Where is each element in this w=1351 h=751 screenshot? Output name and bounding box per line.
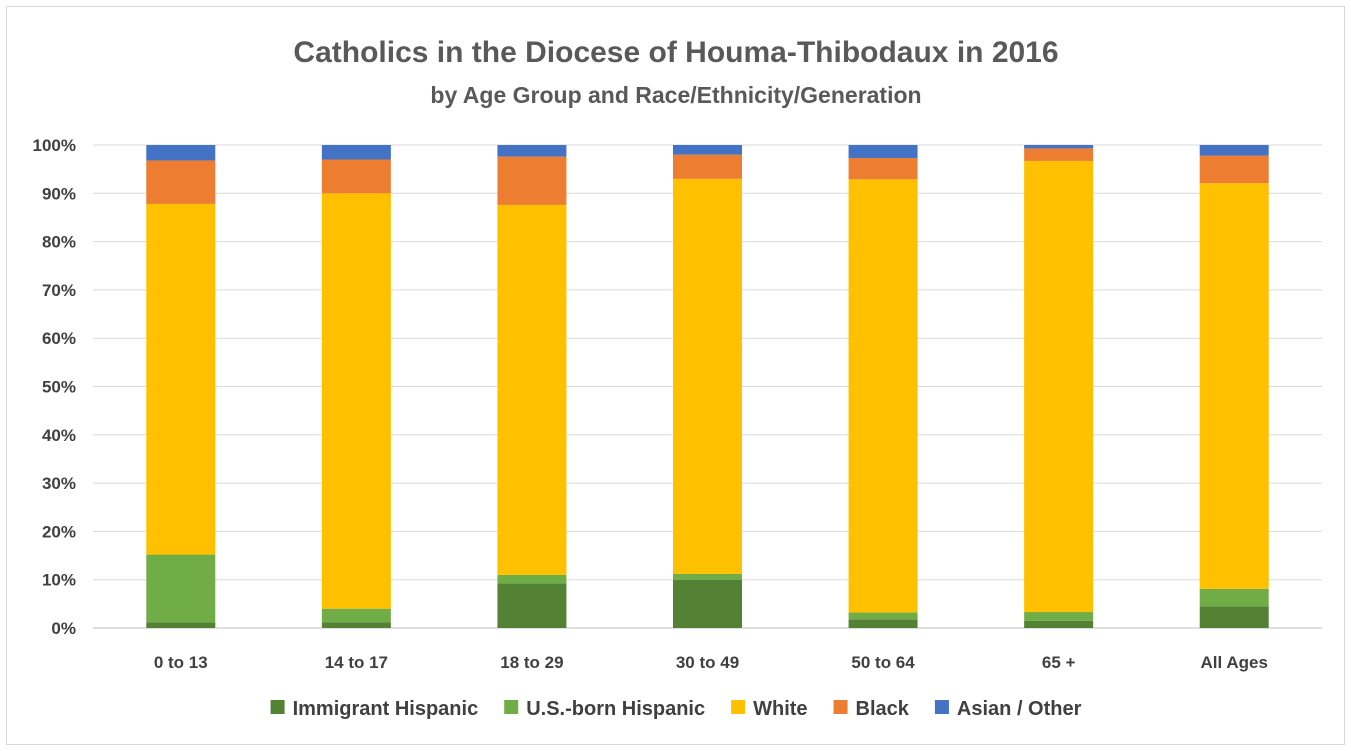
legend: Immigrant Hispanic U.S.-born Hispanic Whit… (270, 698, 1082, 720)
bar-segment (1024, 612, 1094, 621)
bar-segment (497, 156, 567, 205)
x-tick-label: 0 to 13 (154, 653, 208, 672)
bar-segment (1199, 145, 1269, 156)
y-tick-label: 80% (42, 233, 76, 252)
bar-segment (1199, 588, 1269, 607)
x-tick-label: 50 to 64 (851, 653, 915, 672)
y-tick-label: 90% (42, 184, 76, 203)
y-tick-label: 50% (42, 378, 76, 397)
legend-swatch (833, 700, 848, 714)
legend-swatch (270, 700, 285, 714)
bar-segment (146, 160, 216, 204)
legend-item: Asian / Other (934, 698, 1082, 720)
legend-item: Black (833, 698, 910, 720)
legend-item: U.S.-born Hispanic (504, 698, 705, 720)
bar-segment (1199, 183, 1269, 589)
x-tick-label: All Ages (1201, 653, 1268, 672)
x-tick-label: 14 to 17 (325, 653, 388, 672)
bar-segment (673, 178, 742, 574)
x-tick-label: 18 to 29 (500, 653, 563, 672)
bar-segment (673, 579, 742, 628)
legend-label: White (753, 698, 807, 720)
chart-title: Catholics in the Diocese of Houma-Thibod… (293, 36, 1058, 69)
bar-segment (848, 145, 918, 159)
legend-swatch (934, 700, 949, 714)
y-tick-label: 70% (42, 281, 76, 300)
bar-segment (321, 608, 391, 623)
bar-segment (146, 145, 216, 161)
bar-segment (321, 145, 391, 160)
legend-label: Asian / Other (957, 698, 1082, 720)
bar-segment (497, 583, 567, 628)
bar-segment (146, 554, 216, 623)
y-axis-ticks: 0% 10% 20% 30% 40% 50% 60% 70% 80% 90% 100% (33, 136, 76, 638)
bar-segment (673, 573, 742, 580)
bar-segment (497, 574, 567, 584)
bar-segment (321, 193, 391, 609)
bars (146, 145, 1269, 628)
y-tick-label: 100% (33, 136, 76, 155)
y-tick-label: 30% (42, 474, 76, 493)
bar-segment (1024, 148, 1094, 161)
bar-segment (146, 622, 216, 628)
bar-segment (673, 154, 742, 179)
bar-segment (848, 158, 918, 180)
bar-segment (848, 619, 918, 628)
bar-segment (848, 179, 918, 613)
legend-swatch (731, 700, 746, 714)
legend-label: Immigrant Hispanic (293, 698, 479, 720)
x-axis-ticks: 0 to 13 14 to 17 18 to 29 30 to 49 50 to 64 6… (154, 653, 1268, 672)
bar-segment (1024, 145, 1094, 149)
y-tick-label: 40% (42, 426, 76, 445)
bar-segment (146, 203, 216, 555)
bar-segment (1199, 155, 1269, 184)
x-tick-label: 65 + (1042, 653, 1076, 672)
bar-segment (321, 159, 391, 194)
bar-segment (497, 145, 567, 157)
y-tick-label: 0% (51, 619, 76, 638)
y-tick-label: 20% (42, 522, 76, 541)
legend-item: White (731, 698, 808, 720)
legend-label: U.S.-born Hispanic (526, 698, 705, 720)
legend-swatch (504, 700, 519, 714)
bar-segment (673, 145, 742, 155)
bar-segment (1199, 606, 1269, 628)
y-tick-label: 10% (42, 571, 76, 590)
bar-segment (497, 204, 567, 575)
legend-item: Immigrant Hispanic (270, 698, 479, 720)
bar-segment (848, 612, 918, 620)
x-tick-label: 30 to 49 (676, 653, 739, 672)
bar-segment (321, 622, 391, 628)
legend-label: Black (856, 698, 910, 720)
y-tick-label: 60% (42, 329, 76, 348)
chart-subtitle: by Age Group and Race/Ethnicity/Generati… (430, 82, 921, 108)
bar-segment (1024, 620, 1094, 628)
bar-segment (1024, 160, 1094, 613)
